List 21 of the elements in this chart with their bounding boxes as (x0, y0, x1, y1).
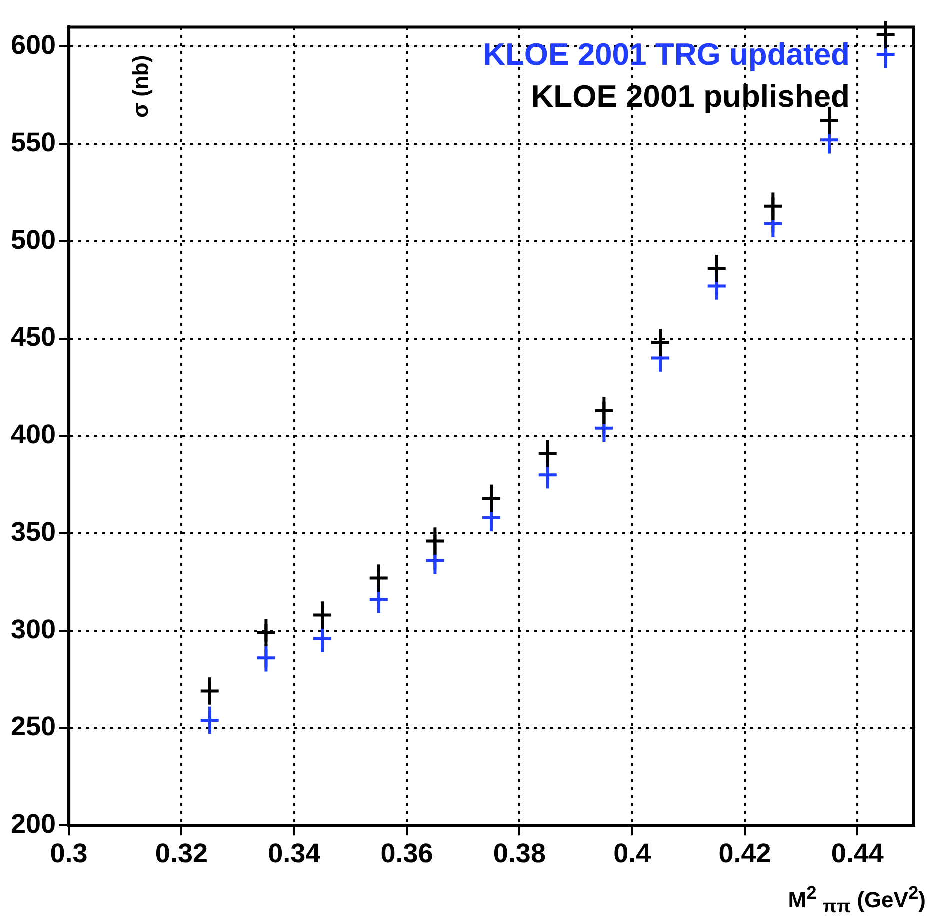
x-tick-label: 0.4 (614, 838, 652, 868)
y-tick-label: 500 (10, 224, 56, 255)
y-tick-label: 400 (10, 420, 56, 450)
y-tick-label: 250 (10, 712, 56, 742)
y-tick-label: 600 (10, 30, 56, 60)
x-tick-label: 0.34 (268, 838, 321, 868)
x-tick-label: 0.42 (718, 838, 772, 868)
y-tick-label: 450 (10, 322, 56, 352)
y-tick-label: 350 (10, 516, 56, 547)
x-tick-label: 0.36 (380, 838, 434, 868)
y-axis-title: σ (nb) (128, 55, 154, 118)
series-label: KLOE 2001 published (531, 79, 850, 114)
y-tick-label: 300 (10, 614, 56, 644)
x-tick-label: 0.44 (831, 838, 884, 868)
x-axis-title: M$^{2}$ $_{ππ}$ (GeV$^{2}$) (788, 882, 926, 918)
y-tick-label: 200 (10, 809, 56, 840)
y-tick-label: 550 (10, 127, 56, 158)
x-tick-label: 0.32 (155, 838, 208, 868)
x-tick-label: 0.38 (493, 838, 546, 868)
x-tick-label: 0.3 (50, 838, 88, 868)
series-label: KLOE 2001 TRG updated (483, 37, 850, 72)
